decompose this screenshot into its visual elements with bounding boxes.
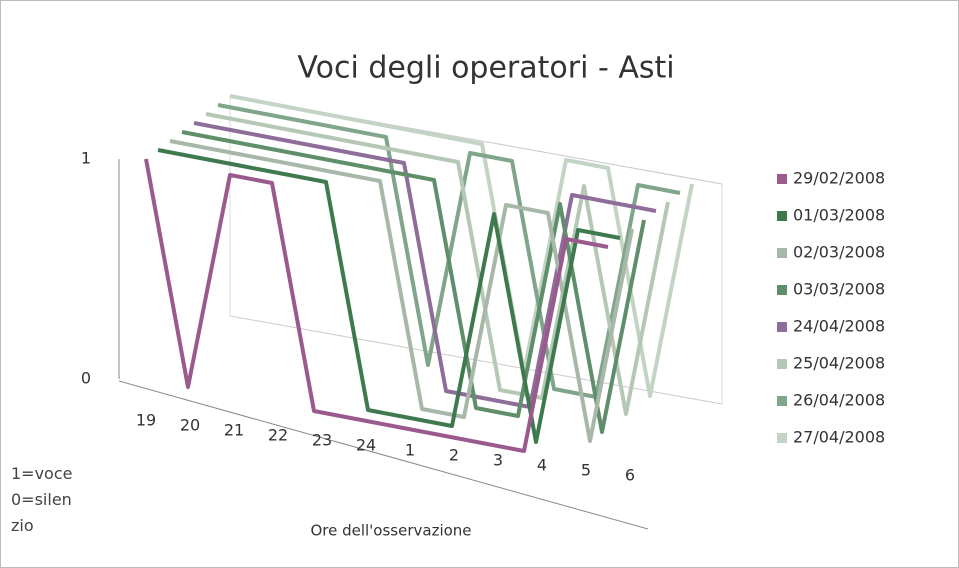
legend-swatch	[777, 248, 787, 258]
legend-swatch	[777, 211, 787, 221]
series-line	[229, 94, 694, 398]
legend-label: 26/04/2008	[793, 391, 885, 410]
legend-label: 01/03/2008	[793, 206, 885, 225]
x-tick-label: 2	[449, 446, 459, 465]
x-tick-label: 23	[312, 431, 332, 450]
series-line	[169, 139, 634, 443]
legend-swatch	[777, 396, 787, 406]
x-tick-label: 6	[625, 466, 635, 485]
x-axis-label: Ore dell'osservazione	[310, 522, 471, 540]
legend-swatch	[777, 174, 787, 184]
legend-label: 27/04/2008	[793, 428, 885, 447]
legend-label: 29/02/2008	[793, 169, 885, 188]
x-tick-label: 5	[581, 461, 591, 480]
annotation: 1=voce	[11, 464, 73, 483]
x-tick-label: 1	[405, 441, 415, 460]
x-axis	[118, 380, 649, 530]
annotation: 0=silenzio	[11, 490, 72, 535]
x-tick-label: 20	[180, 416, 200, 435]
legend-swatch	[777, 359, 787, 369]
y-tick-label: 1	[81, 149, 91, 168]
series-line	[205, 112, 670, 416]
series-line	[144, 158, 609, 453]
x-tick-label: 19	[136, 411, 156, 430]
legend-label: 03/03/2008	[793, 280, 885, 299]
x-tick-label: 3	[493, 451, 503, 470]
legend-label: 25/04/2008	[793, 354, 885, 373]
legend-label: 24/04/2008	[793, 317, 885, 336]
x-tick-label: 21	[224, 421, 244, 440]
legend-label: 02/03/2008	[793, 243, 885, 262]
x-tick-label: 4	[537, 456, 547, 475]
x-tick-label: 24	[356, 436, 376, 455]
x-tick-label: 22	[268, 426, 288, 445]
legend-swatch	[777, 433, 787, 443]
legend-swatch	[777, 285, 787, 295]
series-line	[193, 121, 657, 409]
chart-title: Voci degli operatori - Asti	[297, 51, 674, 86]
y-tick-label: 0	[81, 369, 91, 388]
legend-swatch	[777, 322, 787, 332]
series-line	[157, 148, 621, 444]
